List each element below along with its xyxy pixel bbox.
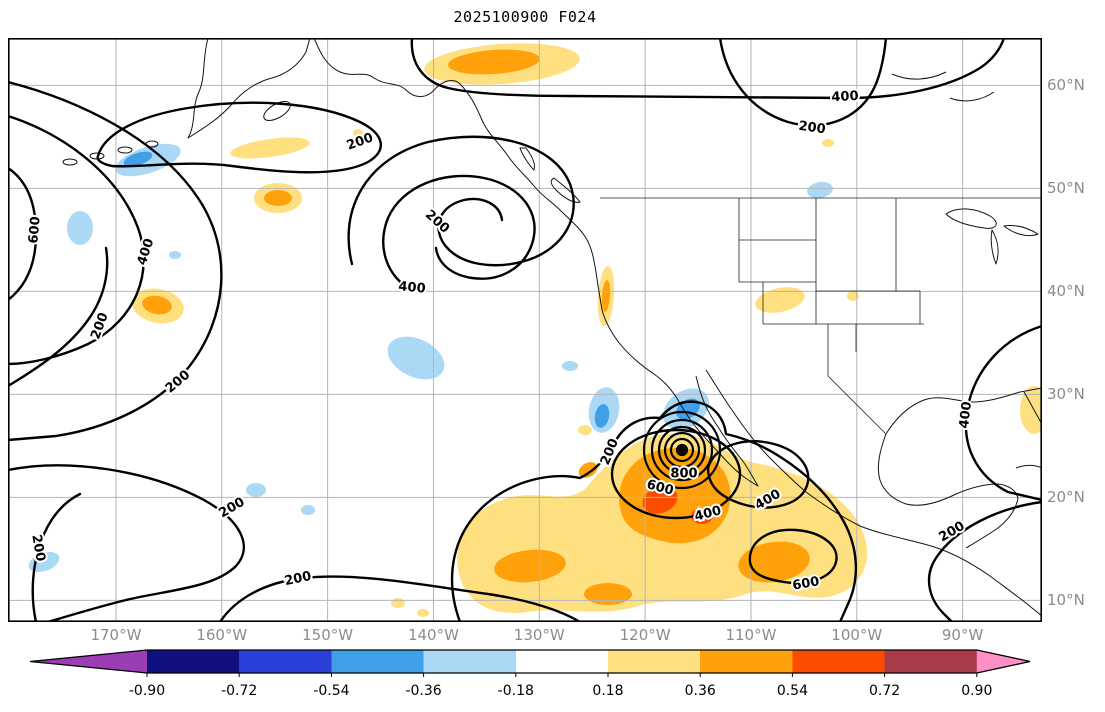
anomaly-shading (28, 43, 1042, 617)
x-tick-label: 110°W (725, 626, 777, 644)
coastline-alaska-peninsula (187, 38, 311, 139)
coastline-vancouver-island (550, 177, 581, 203)
us-mexico-border (827, 375, 887, 435)
x-tick-label: 170°W (90, 626, 142, 644)
contour-label: 200 (216, 495, 247, 522)
contour-label: 600 (26, 216, 43, 244)
state-borders (600, 197, 1042, 435)
contour-label: 200 (283, 569, 313, 589)
contour-label: 800 (670, 467, 697, 482)
contour-label: 400 (398, 279, 426, 296)
coastline-great-lakes (945, 208, 1039, 265)
coastline-northwest-canada (891, 71, 995, 102)
colorbar-arrow-right (976, 650, 1030, 673)
us-state-borders (738, 198, 924, 376)
coastline-gulf-of-mexico-west (877, 433, 1019, 549)
colorbar-segment (792, 650, 885, 673)
coastline-cuba (1015, 464, 1042, 469)
y-tick-label: 10°N (1047, 591, 1085, 610)
colorbar-tick-label: 0.90 (961, 683, 992, 699)
colorbar-segment (700, 650, 793, 673)
grid-lines (8, 38, 1042, 622)
contour-label: 200 (798, 119, 827, 138)
x-tick-label: 150°W (302, 626, 354, 644)
map-canvas: 4002002002004006004002002002002002002008… (8, 38, 1042, 622)
colorbar-arrow-left (30, 650, 147, 673)
colorbar-tick-label: 0.54 (777, 683, 808, 699)
contour-label: 200 (345, 130, 376, 153)
coastline-haida-gwaii (519, 147, 535, 171)
colorbar-tick-label: -0.54 (313, 683, 349, 699)
x-tick-label: 140°W (407, 626, 459, 644)
y-tick-label: 30°N (1047, 385, 1085, 404)
x-tick-label: 130°W (513, 626, 565, 644)
colorbar-segment (331, 650, 424, 673)
x-tick-label: 120°W (619, 626, 671, 644)
x-tick-label: 90°W (941, 626, 984, 644)
pressure-contours (8, 38, 1042, 622)
colorbar-tick-label: 0.72 (869, 683, 900, 699)
y-tick-label: 40°N (1047, 282, 1085, 301)
colorbar-tick-label: -0.90 (129, 683, 165, 699)
colorbar-segment (239, 650, 332, 673)
colorbar: -0.90 -0.72 -0.54 -0.36 -0.18 0.18 0.36 0.54 0.7… (29, 649, 1031, 699)
contour-label: 200 (28, 533, 47, 562)
coastline-gulf-of-mexico-north (885, 387, 1042, 435)
colorbar-segment (147, 650, 240, 673)
contour-label: 400 (831, 89, 859, 105)
contour-label: 200 (163, 368, 193, 397)
colorbar-tick-label: 0.18 (592, 683, 623, 699)
contour-label: 200 (422, 207, 452, 236)
contour-label: 400 (957, 401, 975, 430)
y-tick-label: 60°N (1047, 76, 1085, 95)
map-frame (8, 38, 1042, 622)
colorbar-segment (515, 650, 608, 673)
coastline-west-coast (313, 38, 759, 487)
figure-title: 2025100900 F024 (453, 8, 597, 26)
colorbar-segment (423, 650, 516, 673)
x-tick-label: 100°W (831, 626, 883, 644)
x-tick-label: 160°W (196, 626, 248, 644)
colorbar-tick-label: -0.72 (221, 683, 257, 699)
colorbar-tick-label: -0.18 (498, 683, 534, 699)
colorbar-segment (608, 650, 701, 673)
contour-label: 600 (791, 574, 820, 593)
y-tick-label: 20°N (1047, 488, 1085, 507)
coastline-aleutian-islands (62, 140, 159, 166)
colorbar-tick-label: -0.36 (405, 683, 441, 699)
y-tick-label: 50°N (1047, 179, 1085, 198)
tropical-cyclone-marker (642, 410, 722, 490)
colorbar-tick-label: 0.36 (685, 683, 716, 699)
contour-label: 400 (135, 237, 158, 267)
colorbar-segment (884, 650, 977, 673)
cyclone-center-dot (678, 446, 686, 454)
